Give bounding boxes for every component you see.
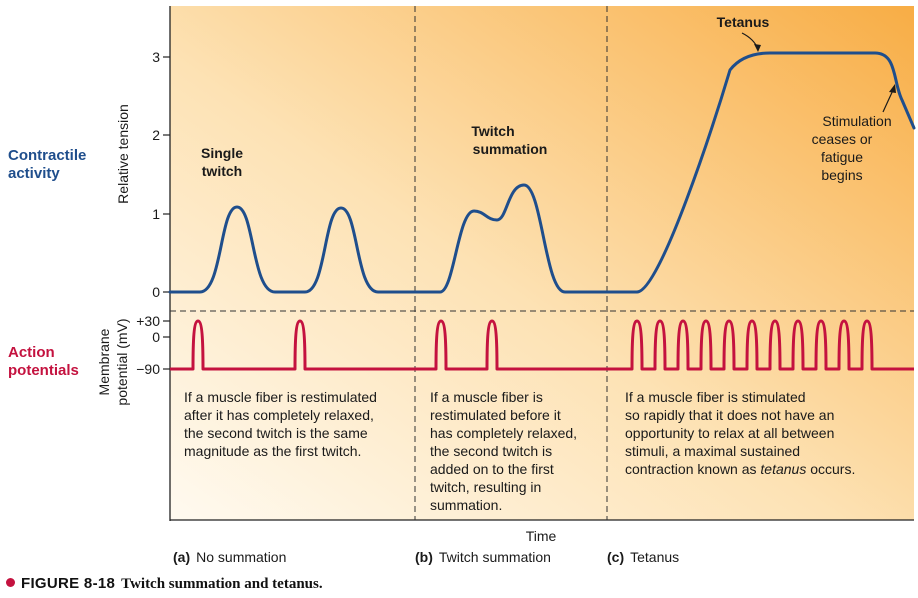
membrane-ticks — [163, 320, 170, 370]
panel-a-title-text: No summation — [196, 549, 286, 565]
stimulation-label-line1: Stimulation — [822, 113, 891, 129]
action-potential-line — [170, 319, 914, 371]
panel-c-text-tetanus-italic: tetanus — [760, 461, 806, 477]
tension-tick-0: 0 — [152, 284, 160, 300]
caption-bullet-icon — [6, 578, 15, 587]
stimulation-label-line4: begins — [821, 167, 862, 183]
contractile-label-line1: Contractile — [8, 147, 86, 164]
tetanus-label: Tetanus — [717, 14, 770, 30]
time-axis-label: Time — [526, 528, 557, 544]
panel-c-text-line5: contraction known as tetanus occurs. — [625, 461, 855, 477]
panel-c-text-line2: so rapidly that it does not have an — [625, 407, 834, 423]
panel-b-text-line7: summation. — [430, 497, 502, 513]
membrane-axis-label-line1: Membrane — [96, 328, 112, 395]
panel-b-text-line5: added on to the first — [430, 461, 554, 477]
membrane-tick-plus30: +30 — [136, 313, 160, 329]
tetanus-arrow — [741, 32, 761, 52]
panel-a-text-line3: the second twitch is the same — [184, 425, 368, 441]
panel-c-text-line5-after: occurs. — [806, 461, 855, 477]
panel-c-text-line4: stimuli, a maximal sustained — [625, 443, 800, 459]
panel-b-text-line4: the second twitch is — [430, 443, 552, 459]
single-twitch-label-line1: Single — [201, 145, 243, 161]
panel-b-tag: (b) — [415, 549, 433, 565]
membrane-tick-0: 0 — [152, 329, 160, 345]
single-twitch-label-line2: twitch — [202, 163, 242, 179]
stimulation-label-line2: ceases or — [812, 131, 873, 147]
contractile-label-line2: activity — [8, 165, 60, 182]
figure-caption: FIGURE 8-18 Twitch summation and tetanus. — [6, 574, 323, 593]
figure-label: FIGURE 8-18 — [21, 575, 116, 592]
stimulation-arrow — [882, 84, 896, 113]
panel-a-text-line4: magnitude as the first twitch. — [184, 443, 361, 459]
panel-a-text-line1: If a muscle fiber is restimulated — [184, 389, 377, 405]
panel-c-title: (c) Tetanus — [607, 549, 679, 565]
membrane-tick-minus90: −90 — [136, 361, 160, 377]
panel-c-text-line5-before: contraction known as — [625, 461, 760, 477]
tension-tick-2: 2 — [152, 127, 160, 143]
panel-c-title-text: Tetanus — [630, 549, 679, 565]
panel-b-text-line6: twitch, resulting in — [430, 479, 541, 495]
action-potential-trace — [170, 319, 914, 371]
action-label-line2: potentials — [8, 362, 79, 379]
tension-tick-3: 3 — [152, 49, 160, 65]
stimulation-label-line3: fatigue — [821, 149, 863, 165]
panel-b-title: (b) Twitch summation — [415, 549, 551, 565]
tension-tick-1: 1 — [152, 206, 160, 222]
tension-axis-label: Relative tension — [115, 104, 131, 204]
twitch-summation-label-line1: Twitch — [471, 123, 514, 139]
panel-b-title-text: Twitch summation — [439, 549, 551, 565]
panel-b-text-line1: If a muscle fiber is — [430, 389, 543, 405]
twitch-summation-label-line2: summation — [473, 141, 548, 157]
plot-background — [170, 6, 914, 520]
panel-a-tag: (a) — [173, 549, 190, 565]
panel-a-title: (a) No summation — [173, 549, 286, 565]
panel-a-text-line2: after it has completely relaxed, — [184, 407, 374, 423]
action-label-line1: Action — [8, 344, 55, 361]
panel-c-text-line1: If a muscle fiber is stimulated — [625, 389, 806, 405]
panel-c-tag: (c) — [607, 549, 624, 565]
tension-curve — [168, 51, 916, 294]
membrane-axis-label-line2: potential (mV) — [114, 318, 130, 405]
panel-b-text-line2: restimulated before it — [430, 407, 561, 423]
panel-c-text-line3: opportunity to relax at all between — [625, 425, 834, 441]
panel-b-text-line3: has completely relaxed, — [430, 425, 577, 441]
figure-title: Twitch summation and tetanus. — [121, 576, 323, 592]
tension-ticks — [163, 56, 170, 293]
